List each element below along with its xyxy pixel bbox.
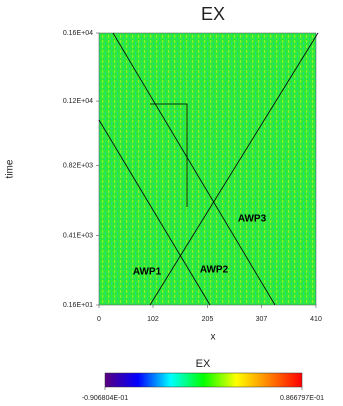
y-axis-label: time [5,159,16,178]
colorbar-tick-label: -0.906804E-01 [82,395,128,402]
y-tick-label: 0.16E+01 [63,302,93,309]
x-axis-label: x [211,332,216,343]
colorbar-tick-label: 0.866797E-01 [280,395,324,402]
wave-line [98,119,211,306]
x-tick-label: 307 [256,316,268,323]
colorbar-label: EX [196,358,211,370]
wave-lines [98,32,319,306]
y-tick-label: 0.12E+04 [63,98,93,105]
annotation: AWP1 [133,267,162,278]
wave-line [149,32,319,306]
y-tick-label: 0.82E+03 [63,163,93,170]
x-tick-label: 102 [147,316,159,323]
colorbar [104,372,303,388]
bracket-line [150,103,188,207]
annotation: AWP2 [200,265,229,276]
x-tick-label: 205 [202,316,214,323]
plot-area [98,32,317,306]
annotation: AWP3 [238,214,267,225]
y-tick-label: 0.41E+03 [63,232,93,239]
chart-title: EX [201,4,225,24]
x-tick-label: 0 [97,316,101,323]
y-tick-label: 0.16E+04 [63,30,93,37]
wave-line [112,32,276,306]
x-tick-label: 410 [310,316,322,323]
